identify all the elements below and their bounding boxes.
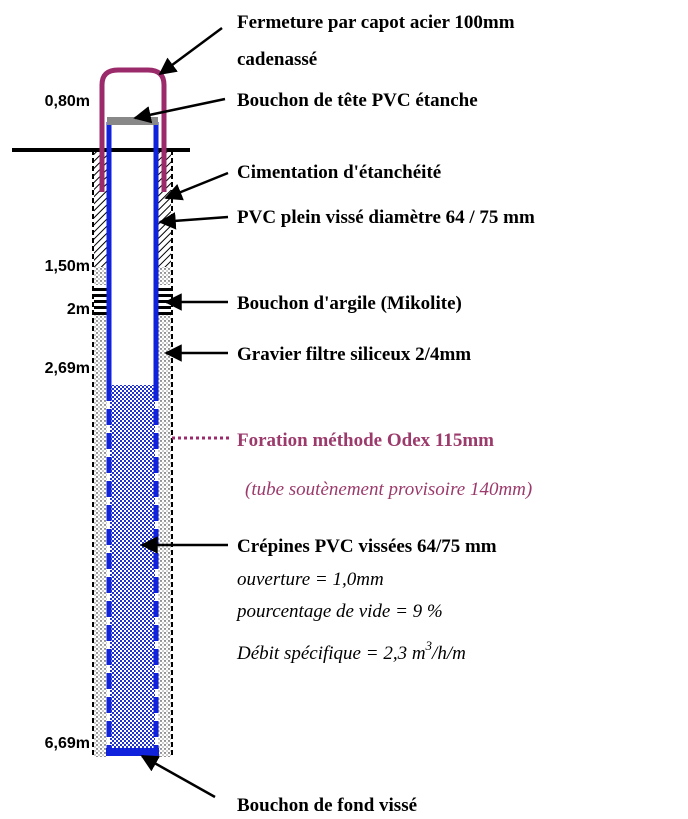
- screen-fill: [110, 385, 155, 750]
- label-sup: 3: [425, 638, 433, 653]
- bottom-plug: [106, 748, 159, 756]
- label: Débit spécifique = 2,3 m3/h/m: [236, 638, 466, 664]
- leaders: [133, 26, 232, 799]
- depth-label: 1,50m: [45, 258, 90, 275]
- annulus: [94, 152, 171, 757]
- label: cadenassé: [237, 49, 317, 70]
- label: Foration méthode Odex 115mm: [237, 430, 494, 451]
- label: (tube soutènement provisoire 140mm): [245, 479, 532, 500]
- label: PVC plein vissé diamètre 64 / 75 mm: [237, 207, 535, 228]
- depth-label: 2,69m: [45, 360, 90, 377]
- label: pourcentage de vide = 9 %: [235, 601, 443, 622]
- label-part: Débit spécifique = 2,3 m: [236, 643, 426, 664]
- label: Crépines PVC vissées 64/75 mm: [237, 536, 497, 557]
- label: Bouchon d'argile (Mikolite): [237, 293, 462, 314]
- label: Bouchon de fond vissé: [237, 795, 417, 816]
- label: ouverture = 1,0mm: [237, 569, 384, 590]
- label: Fermeture par capot acier 100mm: [237, 12, 515, 33]
- depth-label: 6,69m: [45, 735, 90, 752]
- label: Gravier filtre siliceux 2/4mm: [237, 344, 471, 365]
- label: Cimentation d'étanchéité: [237, 162, 441, 183]
- depth-label: 0,80m: [45, 93, 90, 110]
- steel-cap: [99, 67, 167, 192]
- depth-label: 2m: [67, 301, 90, 318]
- label: Bouchon de tête PVC étanche: [237, 90, 478, 111]
- head-plug: [107, 117, 158, 125]
- label-part: /h/m: [431, 643, 466, 664]
